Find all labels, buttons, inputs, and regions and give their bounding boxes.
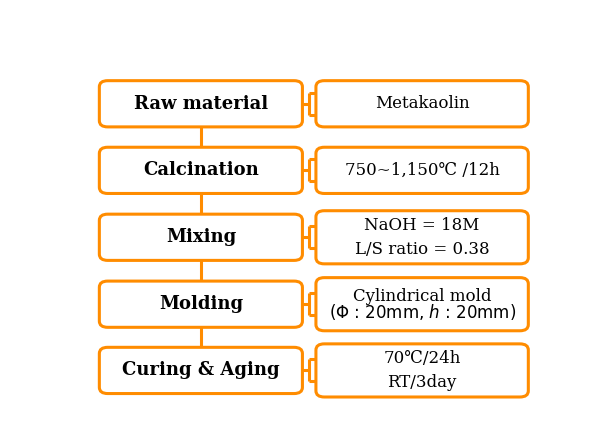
FancyBboxPatch shape [316, 278, 528, 331]
Text: Molding: Molding [159, 295, 243, 313]
Text: NaOH = 18M
L/S ratio = 0.38: NaOH = 18M L/S ratio = 0.38 [355, 217, 489, 258]
Text: ($\Phi$ : 20mm, $h$ : 20mm): ($\Phi$ : 20mm, $h$ : 20mm) [329, 302, 516, 322]
Text: 750~1,150℃ /12h: 750~1,150℃ /12h [345, 162, 499, 179]
FancyBboxPatch shape [316, 81, 528, 127]
Text: Metakaolin: Metakaolin [375, 95, 469, 112]
Text: Curing & Aging: Curing & Aging [122, 362, 279, 379]
Text: Cylindrical mold: Cylindrical mold [353, 288, 492, 305]
FancyBboxPatch shape [99, 147, 302, 194]
Text: Calcination: Calcination [143, 161, 259, 179]
FancyBboxPatch shape [316, 344, 528, 397]
Text: 70℃/24h
RT/3day: 70℃/24h RT/3day [383, 350, 461, 391]
FancyBboxPatch shape [99, 347, 302, 393]
FancyBboxPatch shape [316, 147, 528, 194]
FancyBboxPatch shape [316, 211, 528, 264]
Text: Raw material: Raw material [134, 95, 268, 113]
FancyBboxPatch shape [99, 281, 302, 327]
FancyBboxPatch shape [99, 214, 302, 260]
FancyBboxPatch shape [99, 81, 302, 127]
Text: Mixing: Mixing [166, 228, 236, 246]
